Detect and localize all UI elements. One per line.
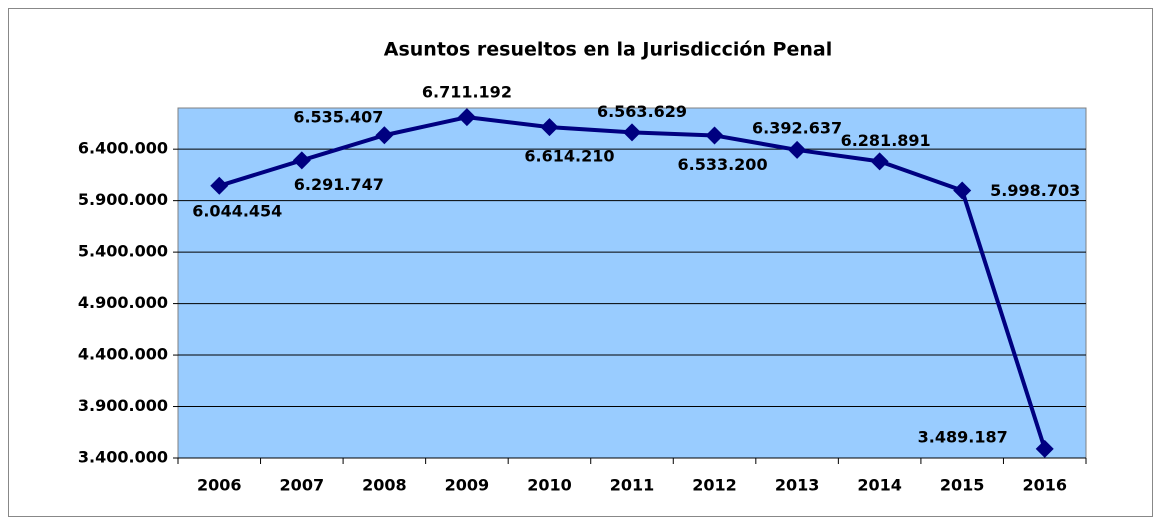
marker	[705, 126, 724, 145]
marker	[953, 181, 972, 200]
plot-area	[177, 107, 1087, 459]
data-label: 6.563.629	[597, 102, 687, 121]
marker	[788, 140, 807, 159]
x-tick-label: 2016	[1022, 476, 1067, 495]
marker	[210, 176, 229, 195]
y-tick-label: 3.900.000	[78, 396, 168, 415]
x-tick-label: 2014	[857, 476, 902, 495]
data-label: 6.533.200	[677, 155, 767, 174]
x-tick-label: 2010	[527, 476, 572, 495]
data-label: 6.392.637	[752, 118, 842, 137]
x-tick-label: 2015	[940, 476, 985, 495]
x-tick-label: 2006	[197, 476, 242, 495]
x-tick-label: 2011	[610, 476, 655, 495]
data-label: 6.614.210	[524, 147, 614, 166]
data-label: 6.291.747	[294, 175, 384, 194]
x-tick-label: 2007	[280, 476, 325, 495]
y-tick-label: 5.900.000	[78, 190, 168, 209]
y-tick-label: 5.400.000	[78, 242, 168, 261]
data-label: 6.044.454	[192, 201, 282, 220]
marker	[870, 152, 889, 171]
x-tick-label: 2009	[445, 476, 490, 495]
data-label: 6.711.192	[422, 83, 512, 102]
marker	[375, 126, 394, 145]
marker	[457, 108, 476, 127]
marker	[292, 151, 311, 170]
x-tick-label: 2008	[362, 476, 407, 495]
x-tick-label: 2013	[775, 476, 820, 495]
chart-title: Asuntos resueltos en la Jurisdicción Pen…	[384, 39, 832, 61]
x-tick-label: 2012	[692, 476, 737, 495]
marker	[623, 123, 641, 142]
marker	[540, 118, 559, 137]
y-tick-label: 6.400.000	[78, 139, 168, 158]
data-label: 6.281.891	[841, 131, 931, 150]
marker	[1035, 439, 1054, 458]
y-tick-label: 4.900.000	[78, 293, 168, 312]
data-label: 5.998.703	[990, 181, 1080, 200]
data-label: 3.489.187	[918, 427, 1008, 446]
y-tick-label: 3.400.000	[78, 448, 168, 467]
y-tick-label: 4.400.000	[78, 345, 168, 364]
data-label: 6.535.407	[293, 108, 383, 127]
